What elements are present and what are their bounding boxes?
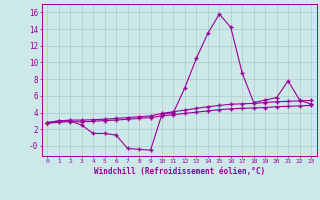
X-axis label: Windchill (Refroidissement éolien,°C): Windchill (Refroidissement éolien,°C) [94,167,265,176]
